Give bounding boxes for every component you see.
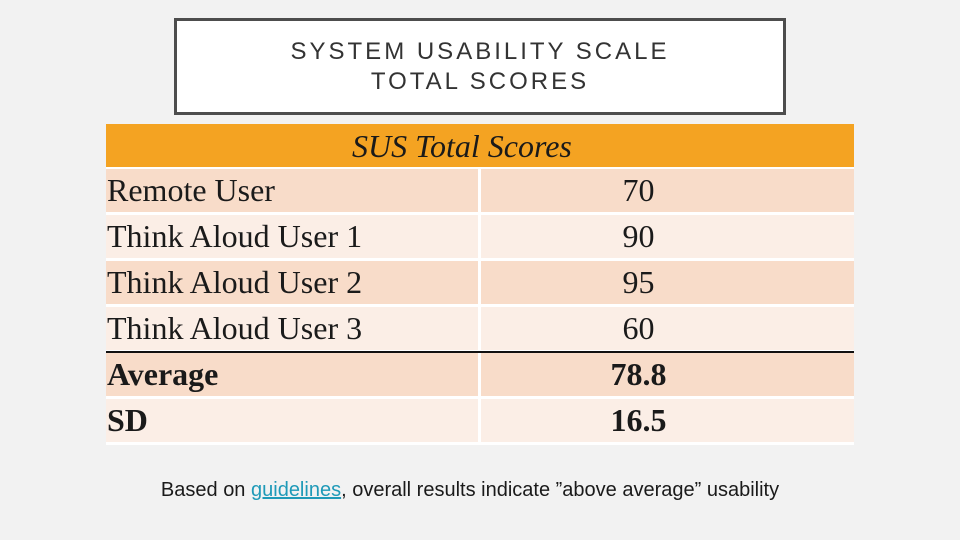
note-prefix: Based on bbox=[160, 479, 251, 501]
table-row-sd: SD 16.5 bbox=[106, 399, 854, 442]
row-label: Average bbox=[106, 353, 478, 396]
row-value: 60 bbox=[481, 307, 854, 350]
note-suffix: , overall results indicate ”above averag… bbox=[341, 479, 780, 501]
table-row-average: Average 78.8 bbox=[106, 351, 854, 396]
table-header-label: SUS Total Scores bbox=[352, 128, 572, 164]
row-label: Remote User bbox=[106, 169, 478, 212]
table-row: Think Aloud User 3 60 bbox=[106, 307, 854, 350]
row-label: Think Aloud User 1 bbox=[106, 215, 478, 258]
table-header: SUS Total Scores bbox=[106, 124, 854, 167]
row-label: Think Aloud User 2 bbox=[106, 261, 478, 304]
row-label: Think Aloud User 3 bbox=[106, 307, 478, 350]
row-label: SD bbox=[106, 399, 478, 442]
row-value: 70 bbox=[481, 169, 854, 212]
row-value: 95 bbox=[481, 261, 854, 304]
results-note: Based on guidelines, overall results ind… bbox=[120, 476, 820, 505]
row-value: 78.8 bbox=[481, 353, 854, 396]
row-value: 16.5 bbox=[481, 399, 854, 442]
slide-title-box: SYSTEM USABILITY SCALE TOTAL SCORES bbox=[174, 18, 786, 115]
slide-title-line-1: SYSTEM USABILITY SCALE bbox=[290, 37, 670, 65]
guidelines-link[interactable]: guidelines bbox=[251, 479, 342, 501]
table-row: Think Aloud User 1 90 bbox=[106, 215, 854, 258]
slide-title-line-2: TOTAL SCORES bbox=[370, 67, 590, 95]
table-row: Think Aloud User 2 95 bbox=[106, 261, 854, 304]
sus-scores-table: SUS Total Scores Remote User 70 Think Al… bbox=[106, 124, 854, 445]
row-value: 90 bbox=[481, 215, 854, 258]
table-row: Remote User 70 bbox=[106, 169, 854, 212]
